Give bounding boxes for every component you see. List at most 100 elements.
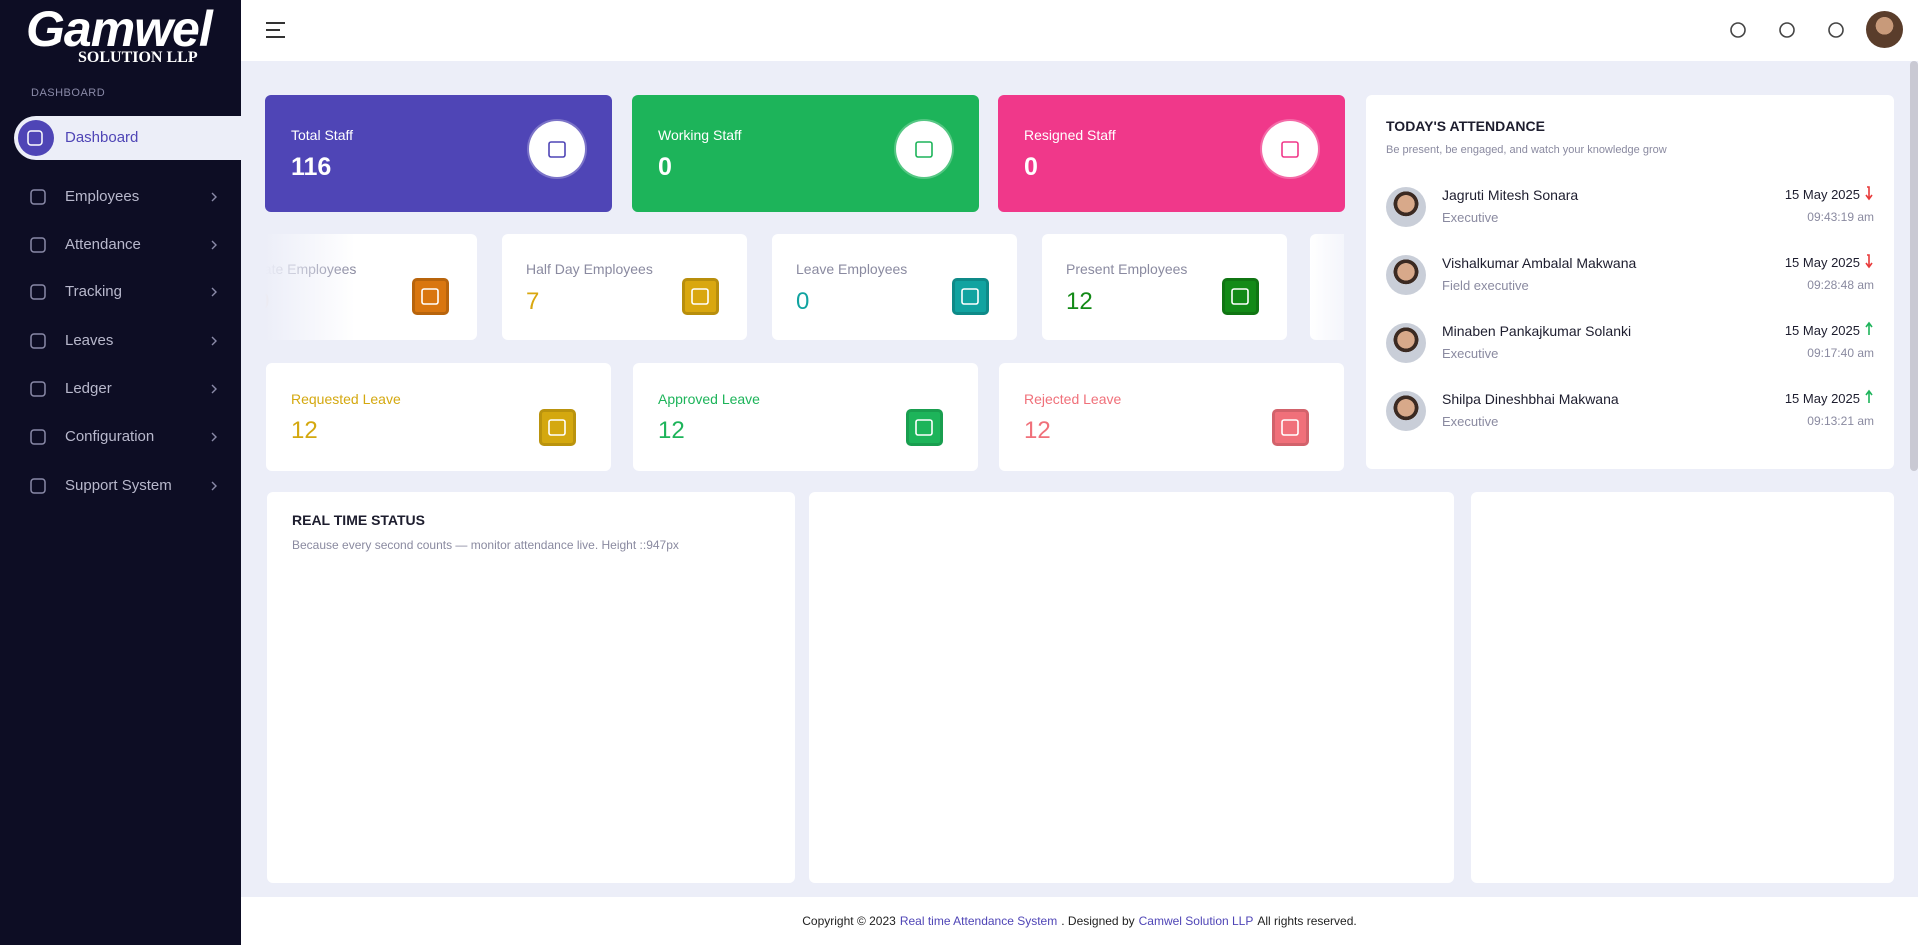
chevron	[211, 481, 217, 491]
leave-label: Approved Leave	[658, 391, 760, 407]
chevron-path	[211, 432, 217, 442]
menu-item[interactable]: Leaves	[65, 332, 114, 349]
avatar	[1386, 255, 1426, 295]
chevron	[211, 432, 217, 442]
chevron	[211, 384, 217, 394]
arrow-path	[1865, 321, 1873, 335]
employee-name: Minaben Pankajkumar Solanki	[1442, 323, 1632, 339]
leave-value: 12	[1024, 417, 1051, 444]
icon-glyph	[1281, 141, 1299, 158]
chevron-path	[211, 481, 217, 491]
card-icon	[412, 278, 449, 315]
top-bar	[241, 0, 1918, 61]
icon-glyph	[915, 419, 933, 436]
brand: Gamwel	[26, 1, 213, 57]
footer: Copyright © 2023 Real time Attendance Sys…	[241, 897, 1918, 945]
mini-label: Half Day Employees	[526, 261, 653, 277]
card-icon	[682, 278, 719, 315]
icon-glyph	[915, 141, 933, 158]
check-time: 09:13:21 am	[1807, 414, 1874, 428]
chevron-path	[211, 384, 217, 394]
card-icon	[896, 121, 952, 177]
avatar	[1386, 187, 1426, 227]
stat-label: Resigned Staff	[1024, 127, 1116, 143]
attendance-title: TODAY'S ATTENDANCE	[1386, 118, 1545, 134]
check-date: 15 May 2025	[1784, 391, 1860, 406]
icon-shape	[1281, 141, 1299, 158]
leave-label: Rejected Leave	[1024, 391, 1122, 407]
employee-name: Vishalkumar Ambalal Makwana	[1442, 255, 1637, 271]
menu-icon	[30, 189, 46, 205]
employee-name: Jagruti Mitesh Sonara	[1442, 187, 1579, 203]
icon-shape	[1828, 22, 1844, 38]
check-date: 15 May 2025	[1784, 255, 1860, 270]
trend-arrow	[1865, 254, 1873, 269]
section-label: DASHBOARD	[31, 87, 106, 99]
menu-item[interactable]: Dashboard	[65, 129, 139, 146]
chevron	[211, 287, 217, 297]
real-time-subtitle: Because every second counts — monitor at…	[292, 538, 679, 552]
arrow-path	[1865, 254, 1873, 269]
icon-glyph	[548, 141, 566, 158]
chevron	[211, 240, 217, 250]
card-icon	[1222, 278, 1259, 315]
arrow-path	[1865, 389, 1873, 403]
check-date: 15 May 2025	[1784, 323, 1860, 338]
footer-link[interactable]: Camwel Solution LLP	[1138, 914, 1254, 928]
chevron-path	[211, 336, 217, 346]
expense-card	[1471, 492, 1894, 883]
menu-icon	[30, 381, 46, 397]
toolbar-icon	[1730, 22, 1746, 38]
menu-item[interactable]: Ledger	[65, 380, 112, 397]
menu-toggle	[266, 22, 285, 38]
toolbar-icon	[1828, 22, 1844, 38]
leave-value: 12	[291, 417, 318, 444]
employee-name: Shilpa Dineshbhai Makwana	[1442, 391, 1619, 407]
icon-shape	[691, 288, 709, 305]
menu-icon	[30, 333, 46, 349]
chevron-path	[211, 240, 217, 250]
stat-value: 0	[1024, 153, 1038, 181]
active-icon	[18, 120, 54, 156]
menu-icon	[30, 478, 46, 494]
check-date: 15 May 2025	[1784, 187, 1860, 202]
attendance-card	[1366, 95, 1894, 469]
stat-value: 0	[658, 153, 672, 181]
menu-item[interactable]: Support System	[65, 477, 172, 494]
icon-shape	[30, 189, 46, 205]
stat-value: 116	[291, 153, 332, 181]
menu-item[interactable]: Tracking	[65, 283, 122, 300]
menu-item[interactable]: Attendance	[65, 236, 141, 253]
mini-value: 7	[526, 288, 540, 315]
real-time-card	[267, 492, 795, 883]
user-avatar[interactable]	[1866, 11, 1903, 48]
brand-sub: SOLUTION LLP	[78, 49, 198, 66]
icon-shape	[30, 237, 46, 253]
icon-shape	[548, 141, 566, 158]
card-icon	[1272, 409, 1309, 446]
chevron-path	[211, 287, 217, 297]
employee-role: Executive	[1442, 346, 1499, 361]
real-time-title: REAL TIME STATUS	[292, 512, 425, 528]
working-hours-card	[809, 492, 1454, 883]
icon-shape	[1779, 22, 1795, 38]
avatar	[1386, 323, 1426, 363]
employee-role: Executive	[1442, 210, 1499, 225]
icon-shape	[915, 419, 933, 436]
check-time: 09:17:40 am	[1807, 346, 1874, 360]
mini-label: Present Employees	[1066, 261, 1188, 277]
footer-link[interactable]: Real time Attendance System	[899, 914, 1058, 928]
carousel: Late Employees0Half Day Employees7Leave …	[265, 234, 1344, 340]
icon-shape	[915, 141, 933, 158]
icon-glyph	[548, 419, 566, 436]
icon-shape	[30, 478, 46, 494]
check-time: 09:43:19 am	[1807, 210, 1874, 224]
menu-item[interactable]: Employees	[65, 188, 140, 205]
menu-item[interactable]: Configuration	[65, 428, 155, 445]
footer-text: Copyright © 2023	[802, 914, 896, 928]
employee-role: Executive	[1442, 414, 1499, 429]
trend-arrow	[1865, 389, 1873, 403]
chevron	[211, 336, 217, 346]
leave-label: Requested Leave	[291, 391, 401, 407]
icon-shape	[1231, 288, 1249, 305]
